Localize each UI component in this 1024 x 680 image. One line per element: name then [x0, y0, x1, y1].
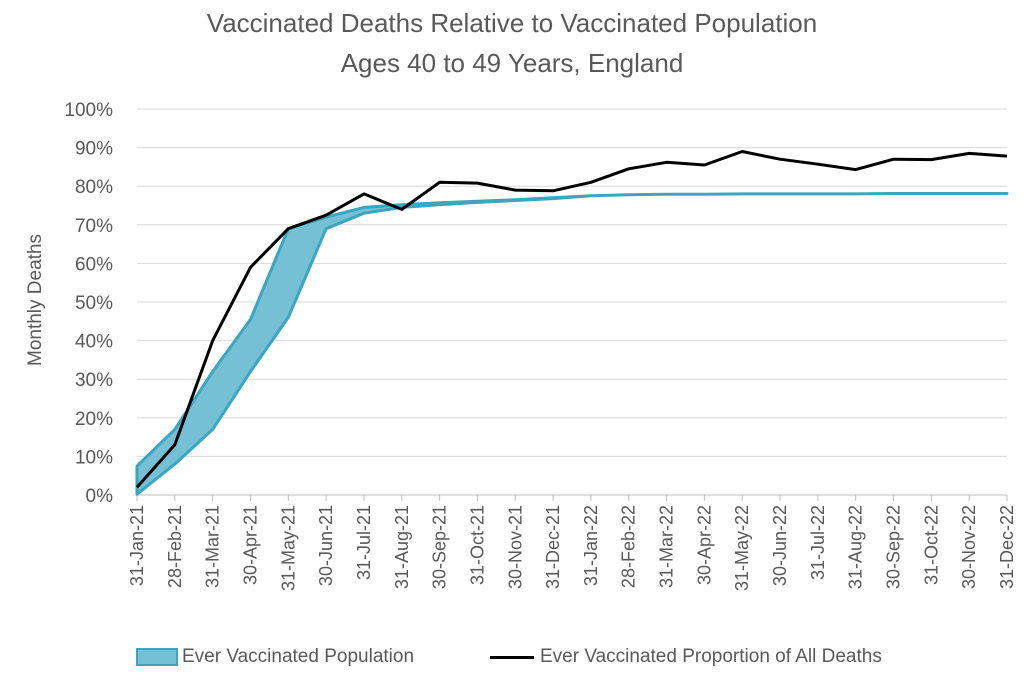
legend-swatch-population — [136, 648, 178, 666]
chart-subtitle: Ages 40 to 49 Years, England — [340, 48, 684, 78]
x-tick-label: 31-Mar-21 — [203, 505, 223, 588]
x-tick-label: 28-Feb-22 — [619, 505, 639, 588]
x-tick-label: 30-Nov-21 — [505, 505, 525, 589]
x-tick-label: 30-Apr-22 — [694, 505, 714, 585]
x-tick-label: 31-Dec-21 — [543, 505, 563, 589]
legend-line-deaths — [490, 655, 534, 659]
x-tick-label: 31-Jan-21 — [127, 505, 147, 586]
x-tick-label: 30-Sep-22 — [884, 505, 904, 589]
x-tick-label: 31-Aug-22 — [846, 505, 866, 589]
y-tick-label: 20% — [75, 409, 113, 430]
x-tick-label: 30-Apr-21 — [240, 505, 260, 585]
y-tick-label: 90% — [75, 139, 113, 160]
legend-item-population: Ever Vaccinated Population — [136, 646, 414, 668]
y-tick-label: 60% — [75, 254, 113, 275]
x-tick-label: 28-Feb-21 — [165, 505, 185, 588]
x-tick-label: 31-May-21 — [278, 505, 298, 591]
plot-area: 0% 10% 20% 30% 40% 50% 60% 70% 80% 90% 100% 31-Jan-… — [64, 100, 1017, 591]
legend-item-deaths: Ever Vaccinated Proportion of All Deaths — [490, 646, 882, 668]
x-tick-label: 30-Nov-22 — [959, 505, 979, 589]
population-band — [135, 192, 1009, 496]
x-tick-label: 31-Mar-22 — [657, 505, 677, 588]
x-tick-label: 31-Dec-22 — [997, 505, 1017, 589]
y-tick-label: 40% — [75, 332, 113, 353]
y-tick-label: 100% — [64, 100, 113, 121]
y-tick-label: 50% — [75, 293, 113, 314]
legend: Ever Vaccinated Population Ever Vaccinat… — [0, 646, 1024, 676]
chart-title: Vaccinated Deaths Relative to Vaccinated… — [206, 8, 818, 38]
x-tick-label: 31-Oct-21 — [467, 505, 487, 585]
y-tick-label: 0% — [86, 486, 114, 507]
x-tick-label: 31-Aug-21 — [392, 505, 412, 589]
x-tick-label: 31-Jul-21 — [354, 505, 374, 580]
legend-label-deaths: Ever Vaccinated Proportion of All Deaths — [540, 646, 882, 667]
x-tick-label: 31-May-22 — [732, 505, 752, 591]
x-tick-label: 31-Oct-22 — [921, 505, 941, 585]
x-tick-label: 30-Jun-21 — [316, 505, 336, 586]
y-tick-label: 10% — [75, 447, 113, 468]
x-tick-label: 30-Jun-22 — [770, 505, 790, 586]
y-tick-label: 80% — [75, 177, 113, 198]
y-tick-label: 30% — [75, 370, 113, 391]
y-tick-label: 70% — [75, 216, 113, 237]
x-tick-label: 31-Jan-22 — [581, 505, 601, 586]
legend-label-population: Ever Vaccinated Population — [182, 646, 415, 667]
deaths-line — [135, 150, 1008, 489]
x-tick-label: 31-Jul-22 — [808, 505, 828, 580]
x-tick-label: 30-Sep-21 — [430, 505, 450, 589]
